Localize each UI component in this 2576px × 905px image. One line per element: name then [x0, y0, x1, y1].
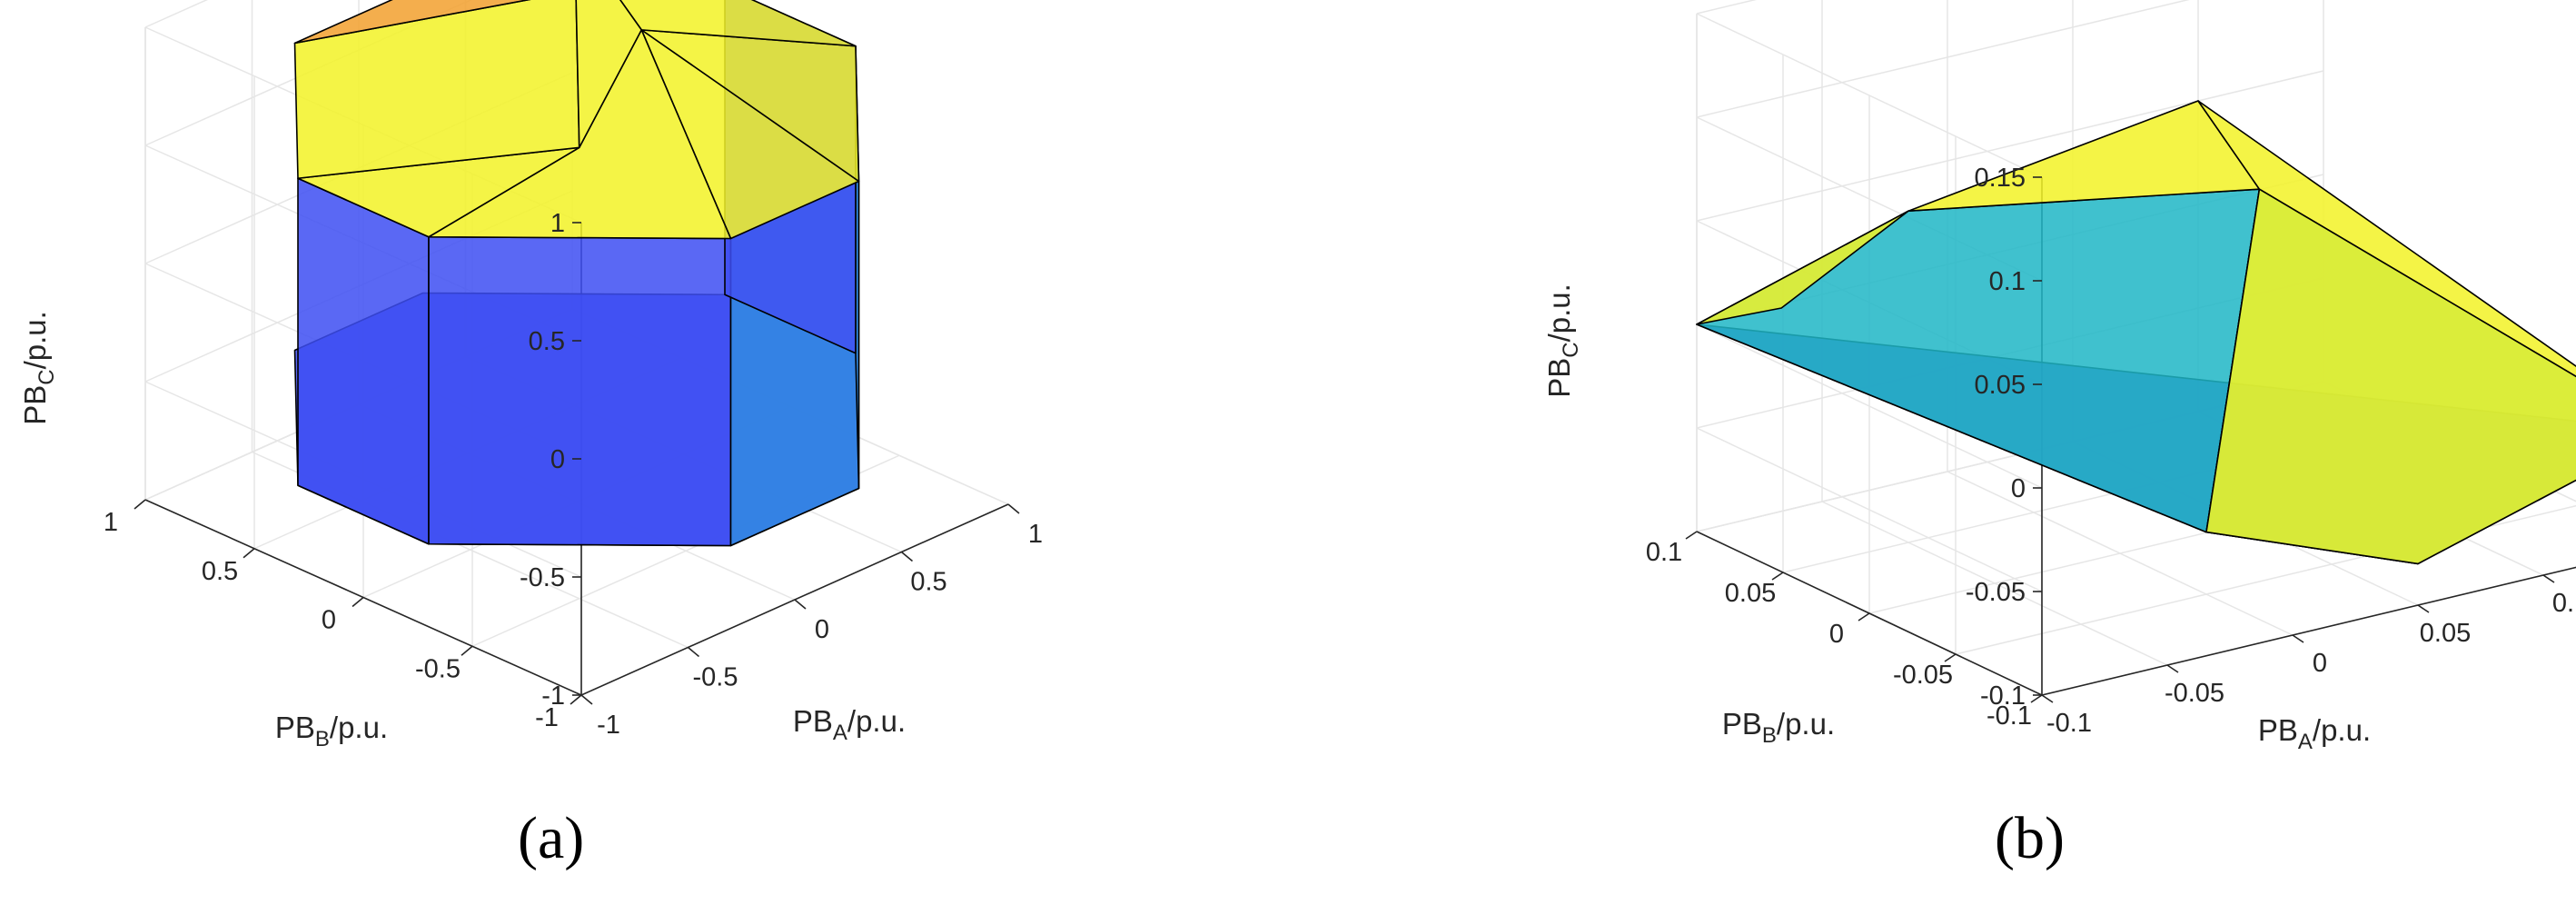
x-tick-mark [580, 694, 593, 705]
z-tick-label: 0.1 [1989, 267, 2026, 296]
z-tick-label: 0.05 [1975, 371, 2026, 400]
x-tick-mark [1007, 503, 1020, 514]
y-axis-label: PBB/p.u. [275, 711, 388, 751]
x-tick-mark [794, 599, 807, 610]
surface-facet [293, 0, 531, 45]
y-tick-mark [461, 645, 473, 656]
y-tick-label: 0.05 [1725, 579, 1776, 608]
x-tick-mark [2292, 634, 2304, 643]
back-wall-grid-line [1696, 70, 2324, 222]
x-axis-label: PBA/p.u. [793, 704, 906, 745]
z-tick-label: -0.1 [1980, 681, 2026, 711]
x-tick-mark [2417, 604, 2430, 613]
surface-facet [297, 177, 430, 545]
x-tick-mark [687, 646, 700, 658]
caption-b: (b) [1995, 805, 2065, 871]
surface-facet [575, 0, 643, 149]
y-tick-mark [1944, 653, 1957, 662]
z-axis-label: PBC/p.u. [18, 311, 59, 425]
surface-facet [2205, 188, 2576, 565]
side-wall-grid-line [1696, 13, 2043, 178]
x-tick-label: 0.1 [2552, 589, 2576, 618]
z-tick-label: 1 [550, 209, 565, 238]
y-tick-mark [570, 694, 582, 705]
surface-facet [1696, 210, 1909, 325]
x-tick-label: -0.05 [2165, 679, 2224, 708]
y-tick-mark [2030, 694, 2043, 703]
y-tick-label: 0 [1829, 620, 1844, 649]
chart-a-3d-surface: -1 -0.5 0 0.5 1 -1 -0.5 0 0.5 1 -1 -0.5 0 0.5 1 PBA/p.u… [18, 0, 1043, 751]
x-tick-mark [2166, 664, 2179, 673]
y-tick-mark [352, 596, 364, 608]
y-tick-label: -1 [535, 703, 559, 732]
z-tick-label: 0.5 [529, 327, 565, 356]
y-tick-label: 1 [104, 508, 118, 537]
y-axis-label: PBB/p.u. [1722, 707, 1835, 748]
y-tick-mark [134, 499, 146, 510]
x-tick-label: -0.1 [2046, 709, 2092, 738]
x-tick-label: 0.05 [2420, 619, 2471, 648]
z-tick-label: 0.15 [1975, 164, 2026, 193]
back-wall-grid-line [1696, 0, 2190, 118]
x-axis-label: PBA/p.u. [2258, 713, 2371, 754]
chart-b-3d-surface: -0.1 -0.05 0 0.05 0.1 0.15 -0.1 -0.05 0 0.05 0.1 -0… [1542, 0, 2576, 754]
back-wall-grid-line [1696, 0, 1757, 15]
panel-b: -0.1 -0.05 0 0.05 0.1 0.15 -0.1 -0.05 0 0.05 0.1 -0… [1288, 0, 2576, 905]
z-tick-label: 0 [2011, 474, 2026, 503]
z-tick-label: -1 [541, 681, 565, 711]
y-tick-label: -0.5 [415, 654, 461, 683]
y-tick-label: 0.5 [202, 557, 238, 586]
caption-a: (a) [518, 805, 585, 871]
x-tick-mark [2542, 574, 2555, 583]
x-tick-label: 0 [2313, 649, 2327, 678]
x-tick-label: -0.5 [693, 663, 738, 692]
z-tick-label: -0.5 [520, 563, 565, 592]
x-axis-line [2041, 566, 2576, 696]
side-wall-grid-line [1696, 323, 2043, 489]
x-tick-label: 0.5 [910, 568, 946, 597]
side-wall-grid-line [1696, 427, 2043, 592]
surface-facet [619, 0, 857, 47]
panel-a: -1 -0.5 0 0.5 1 -1 -0.5 0 0.5 1 -1 -0.5 0 0.5 1 PBA/p.u… [18, 0, 1043, 871]
z-tick-label: 0 [550, 445, 565, 474]
y-tick-label: -0.1 [1986, 701, 2032, 731]
x-tick-label: 1 [1028, 520, 1043, 549]
x-tick-mark [900, 551, 914, 562]
z-axis-label: PBC/p.u. [1542, 283, 1583, 398]
x-tick-mark [2041, 694, 2054, 703]
y-tick-label: 0 [322, 606, 336, 635]
y-tick-mark [1771, 572, 1784, 581]
surface-facet [1696, 188, 2261, 533]
x-tick-label: 0 [815, 615, 829, 644]
y-tick-mark [1685, 531, 1698, 540]
y-tick-label: 0.1 [1646, 538, 1682, 567]
y-tick-mark [243, 548, 255, 559]
surface-facet [428, 235, 732, 547]
z-tick-label: -0.05 [1966, 578, 2026, 607]
x-tick-label: -1 [597, 711, 620, 740]
floor-grid-line [2041, 566, 2576, 696]
y-tick-label: -0.05 [1893, 661, 1953, 690]
y-tick-mark [1858, 612, 1870, 622]
